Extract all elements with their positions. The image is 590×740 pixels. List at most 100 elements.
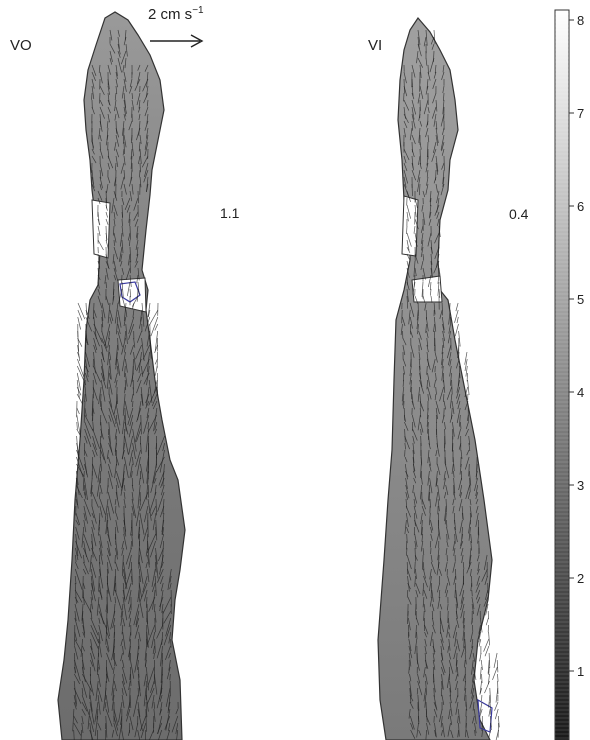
velocity-vector — [435, 470, 438, 487]
velocity-vector — [89, 554, 92, 572]
velocity-vector — [136, 246, 139, 256]
velocity-vector — [140, 463, 145, 484]
velocity-vector — [121, 267, 125, 275]
velocity-vector — [437, 281, 440, 296]
velocity-vector — [109, 316, 112, 324]
velocity-vector — [76, 421, 78, 430]
velocity-vector — [101, 351, 105, 363]
velocity-vector — [116, 365, 119, 374]
velocity-vector — [120, 162, 125, 174]
velocity-vector — [440, 134, 445, 150]
velocity-vector — [425, 708, 428, 723]
velocity-vector — [116, 421, 121, 434]
velocity-vector — [89, 680, 94, 696]
velocity-vector — [139, 148, 142, 164]
velocity-vector — [137, 680, 141, 697]
velocity-vector — [418, 183, 421, 196]
velocity-vector — [120, 652, 123, 662]
velocity-vector — [116, 407, 121, 426]
velocity-vector — [475, 470, 478, 477]
velocity-vector — [422, 547, 425, 556]
velocity-vector — [113, 715, 119, 731]
velocity-vector — [91, 414, 94, 422]
velocity-vector — [428, 463, 432, 472]
velocity-vector — [121, 729, 124, 740]
velocity-vector — [417, 169, 421, 183]
velocity-vector — [123, 134, 127, 148]
velocity-vector — [425, 127, 429, 138]
velocity-vector — [457, 715, 459, 724]
velocity-vector — [105, 624, 108, 645]
velocity-vector — [422, 596, 425, 608]
velocity-vector — [139, 512, 145, 535]
velocity-vector — [114, 568, 117, 593]
velocity-vector — [160, 659, 163, 683]
velocity-vector — [423, 687, 427, 702]
velocity-vector — [115, 540, 119, 556]
velocity-vector — [107, 99, 111, 106]
velocity-vector — [406, 239, 410, 251]
velocity-vector — [416, 687, 419, 695]
velocity-vector — [418, 729, 422, 736]
velocity-vector — [99, 169, 102, 179]
velocity-vector — [415, 568, 417, 580]
velocity-vector — [170, 638, 172, 648]
velocity-vector — [426, 330, 429, 338]
velocity-vector — [468, 526, 471, 541]
velocity-vector — [136, 225, 139, 238]
velocity-vector — [81, 722, 84, 734]
velocity-vector — [123, 302, 127, 322]
velocity-vector — [81, 666, 86, 683]
velocity-vector — [430, 295, 433, 303]
velocity-vector — [148, 596, 156, 612]
velocity-vector — [415, 603, 417, 616]
velocity-vector — [121, 239, 124, 254]
velocity-vector — [401, 386, 405, 402]
velocity-vector — [136, 274, 139, 284]
velocity-vector — [118, 701, 123, 723]
velocity-vector — [137, 687, 139, 697]
velocity-vector — [129, 288, 132, 298]
velocity-vector — [427, 393, 429, 401]
velocity-vector — [457, 400, 461, 410]
velocity-vector — [132, 386, 135, 396]
velocity-vector — [160, 561, 164, 569]
velocity-vector — [477, 533, 480, 544]
velocity-vector — [98, 638, 102, 658]
velocity-vector — [421, 204, 424, 212]
velocity-vector — [414, 204, 417, 218]
velocity-vector — [122, 589, 126, 602]
velocity-vector — [128, 176, 133, 187]
velocity-vector — [434, 246, 440, 260]
velocity-vector — [105, 218, 109, 225]
velocity-vector — [122, 393, 126, 416]
velocity-vector — [414, 638, 418, 655]
velocity-vector — [488, 729, 491, 738]
colorbar: 8 7 6 5 4 3 2 1 — [554, 9, 584, 740]
velocity-vector — [107, 540, 111, 556]
velocity-vector — [93, 316, 97, 340]
velocity-vector — [138, 99, 141, 109]
velocity-vector — [114, 659, 117, 667]
velocity-vector — [117, 50, 121, 58]
colorbar-ticks: 8 7 6 5 4 3 2 1 — [569, 13, 584, 679]
velocity-vector — [113, 232, 117, 243]
velocity-vector — [168, 652, 171, 659]
velocity-vector — [133, 603, 140, 626]
velocity-vector — [74, 575, 77, 585]
velocity-vector — [420, 456, 423, 464]
velocity-vector — [100, 372, 107, 389]
velocity-vector — [120, 176, 125, 190]
velocity-vector — [154, 617, 156, 633]
velocity-vector — [427, 421, 429, 434]
colorbar-stripes — [555, 13, 569, 739]
velocity-vector — [98, 127, 101, 140]
velocity-vector — [98, 589, 103, 599]
velocity-vector — [139, 582, 148, 603]
velocity-vector — [474, 729, 476, 736]
velocity-vector — [113, 176, 117, 187]
velocity-vector — [458, 498, 463, 512]
velocity-vector — [425, 323, 427, 333]
velocity-vector — [483, 596, 489, 607]
velocity-vector — [459, 463, 462, 475]
